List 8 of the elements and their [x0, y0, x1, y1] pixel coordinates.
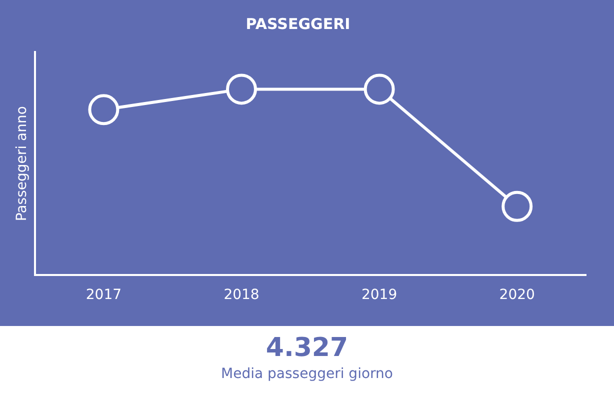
- y-axis-title: Passeggeri anno: [14, 106, 30, 222]
- x-tick-label: 2020: [499, 287, 535, 304]
- text: 4.327: [264, 332, 350, 364]
- x-tick-label: 2017: [86, 287, 122, 304]
- x-tick-label: 2018: [224, 287, 260, 304]
- text: Media passeggeri giorno: [220, 365, 394, 384]
- chart-title: PASSEGGERI: [246, 14, 350, 33]
- x-tick-label: 2019: [361, 287, 398, 304]
